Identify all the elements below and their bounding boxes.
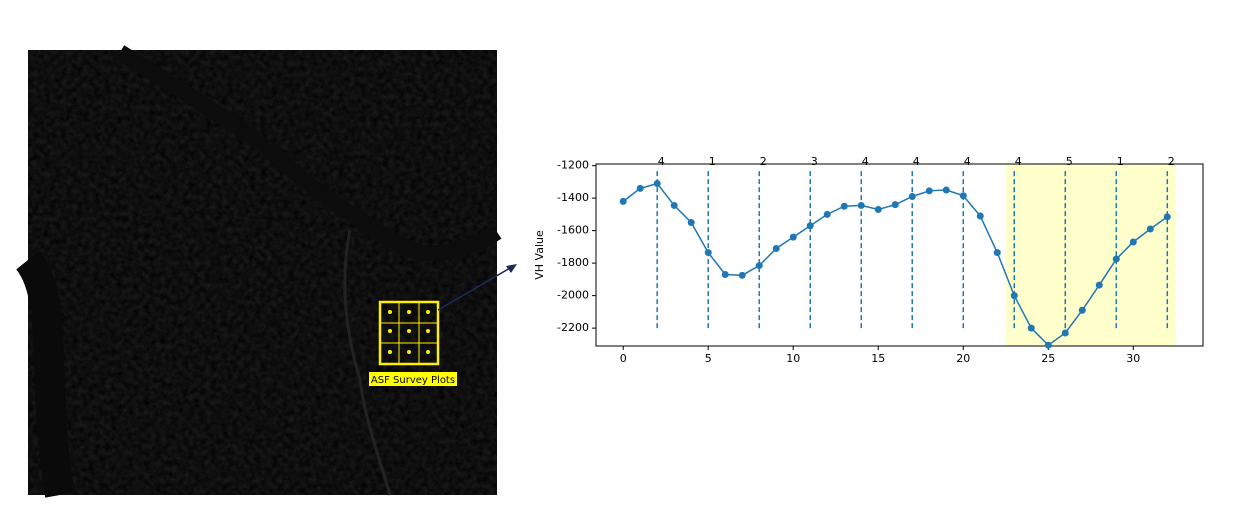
data-point (1078, 306, 1086, 314)
y-tick-label: -2000 (557, 289, 589, 302)
annotation: ASF Survey Plots (371, 375, 455, 386)
data-point (891, 201, 899, 209)
x-tick-label: 10 (786, 352, 800, 365)
event-label: 1 (709, 155, 716, 168)
event-label: 4 (913, 155, 920, 168)
y-tick-label: -2200 (557, 321, 589, 334)
x-tick-label: 0 (620, 352, 627, 365)
data-point (1095, 281, 1103, 289)
data-point (857, 201, 865, 209)
event-label: 1 (1117, 155, 1124, 168)
data-point (1010, 292, 1018, 300)
arrow (437, 264, 517, 311)
data-point (1163, 213, 1171, 221)
data-point (823, 210, 831, 218)
data-point (653, 180, 661, 187)
event-label: 4 (964, 155, 971, 168)
data-point (789, 233, 797, 241)
data-point (687, 219, 695, 226)
data-point (755, 262, 763, 270)
data-point (1129, 238, 1137, 246)
plot-frame (595, 163, 1204, 347)
data-point (704, 249, 712, 257)
data-point (670, 201, 678, 209)
data-point (636, 184, 644, 192)
x-tick-label: 15 (871, 352, 885, 365)
survey-grid (378, 300, 440, 366)
y-tick-label: -1200 (557, 159, 589, 172)
event-label: 3 (811, 155, 818, 168)
event-label: 4 (658, 155, 665, 168)
data-point (738, 271, 746, 279)
x-tick-label: 5 (705, 352, 712, 365)
y-tick-label: -1600 (557, 224, 589, 237)
data-point (721, 271, 729, 278)
data-point (874, 206, 882, 213)
data-point (772, 245, 780, 252)
annotation-bg (369, 372, 457, 386)
satellite-image (15, 45, 502, 498)
event-label: 4 (862, 155, 869, 168)
x-tick-label: 25 (1041, 352, 1055, 365)
data-point (1061, 329, 1069, 337)
event-label: 5 (1066, 155, 1073, 168)
x-tick-label: 30 (1126, 352, 1140, 365)
y-tick-label: -1400 (557, 191, 589, 204)
data-point (959, 192, 967, 200)
x-axis-label: Time (885, 369, 913, 382)
event-label: 2 (1168, 155, 1175, 168)
highlight-region (1005, 164, 1176, 346)
y-tick-label: -1800 (557, 256, 589, 269)
y-axis-label: VH Value (533, 230, 546, 280)
data-point (925, 187, 933, 195)
x-tick-label: 20 (956, 352, 970, 365)
data-point (1044, 341, 1052, 349)
event-label: 4 (1015, 155, 1022, 168)
data-point (840, 202, 848, 210)
data-point (1027, 324, 1035, 332)
data-point (806, 222, 814, 230)
data-point (1146, 225, 1154, 233)
data-point (976, 212, 984, 220)
data-point (993, 249, 1001, 257)
data-point (908, 193, 916, 200)
event-label: 2 (760, 155, 767, 168)
data-point (619, 197, 627, 205)
data-point (942, 186, 950, 194)
data-point (1112, 255, 1120, 263)
